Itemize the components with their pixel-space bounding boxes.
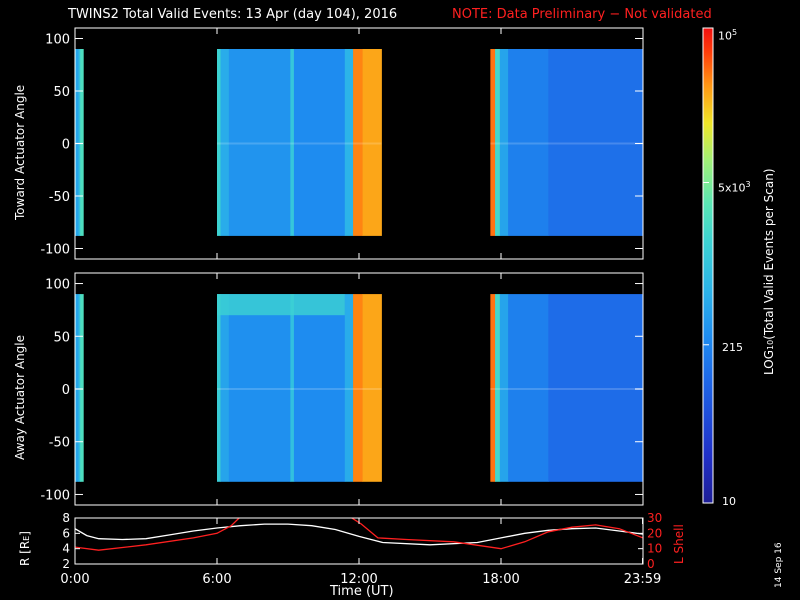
heatmap-segment-1-9 bbox=[344, 294, 354, 482]
ytick-label-0-0: 100 bbox=[45, 33, 70, 48]
x-tick-label-4: 23:59 bbox=[624, 572, 661, 587]
cbar-tick-1e5: 105 bbox=[718, 28, 738, 43]
heatmap-segment-0-2 bbox=[78, 49, 81, 236]
heatmap-segment-0-15 bbox=[508, 49, 549, 236]
cbar-tick-215: 215 bbox=[722, 341, 743, 354]
heatmap-segment-1-16 bbox=[548, 294, 644, 482]
ytick-label-0-3: -50 bbox=[49, 190, 70, 205]
orbit-ltick-label-1: 4 bbox=[62, 542, 70, 556]
ytick-label-0-1: 50 bbox=[53, 85, 70, 100]
heatmap-segment-1-15 bbox=[508, 294, 549, 482]
heatmap-segment-0-8 bbox=[293, 49, 346, 236]
toward-ylabel: Toward Actuator Angle bbox=[13, 84, 27, 220]
heatmap-segment-1-1 bbox=[76, 294, 79, 482]
orbit-rtick-label-2: 20 bbox=[647, 526, 662, 540]
heatmap-segment-1-12 bbox=[490, 294, 496, 482]
x-tick-label-1: 6:00 bbox=[202, 572, 231, 587]
orbit-ltick-label-0: 2 bbox=[62, 557, 70, 571]
heatmap-segment-1-14 bbox=[499, 294, 509, 482]
ytick-label-0-2: 0 bbox=[62, 138, 70, 153]
heatmap-segment-1-5 bbox=[220, 294, 230, 482]
heatmap-segment-1-0 bbox=[75, 294, 77, 482]
heatmap-segment-0-7 bbox=[290, 49, 295, 236]
orbit-ltick-label-2: 6 bbox=[62, 526, 70, 540]
orbit-rtick-label-1: 10 bbox=[647, 542, 662, 556]
heatmap-segment-1-13 bbox=[495, 294, 501, 482]
orbit-left-label: R [RE] bbox=[18, 531, 32, 566]
ytick-label-0-4: -100 bbox=[40, 243, 70, 258]
colorbar-label: LOG10(Total Valid Events per Scan) bbox=[762, 168, 776, 375]
heatmap-segment-1-3 bbox=[80, 294, 84, 482]
orbit-right-label: L Shell bbox=[672, 524, 686, 564]
heatmap-segment-1-2 bbox=[78, 294, 81, 482]
away-heatmap bbox=[75, 294, 644, 482]
orbit-series-left bbox=[75, 523, 643, 546]
heatmap-segment-1-10 bbox=[353, 294, 363, 482]
x-axis-label: Time (UT) bbox=[330, 584, 394, 599]
heatmap-segment-1-7 bbox=[290, 294, 295, 482]
x-tick-label-2: 12:00 bbox=[340, 572, 377, 587]
x-tick-label-0: 0:00 bbox=[60, 572, 89, 587]
ytick-label-1-1: 50 bbox=[53, 330, 70, 345]
heatmap-segment-1-8 bbox=[293, 294, 346, 482]
heatmap-segment-0-10 bbox=[353, 49, 363, 236]
cbar-tick-10: 10 bbox=[722, 495, 736, 508]
heatmap-segment-1-6 bbox=[228, 294, 291, 482]
enhanced-band bbox=[217, 294, 345, 316]
ytick-label-1-0: 100 bbox=[45, 278, 70, 293]
heatmap-segment-0-1 bbox=[76, 49, 79, 236]
x-tick-label-3: 18:00 bbox=[482, 572, 519, 587]
ytick-label-1-3: -50 bbox=[49, 436, 70, 451]
orbit-rtick-label-3: 30 bbox=[647, 511, 662, 525]
ytick-label-1-2: 0 bbox=[62, 383, 70, 398]
away-ylabel: Away Actuator Angle bbox=[13, 334, 27, 460]
ytick-label-1-4: -100 bbox=[40, 488, 70, 503]
preliminary-note: NOTE: Data Preliminary − Not validated bbox=[452, 7, 712, 22]
heatmap-segment-0-5 bbox=[220, 49, 230, 236]
cbar-tick-5e3: 5x103 bbox=[718, 180, 751, 195]
heatmap-segment-0-3 bbox=[80, 49, 84, 236]
heatmap-segment-1-11 bbox=[362, 294, 382, 482]
axes-frames: 100 50 0 -50 -100 100 50 0 -50 -100 bbox=[40, 27, 644, 506]
heatmap-segment-0-16 bbox=[548, 49, 644, 236]
colorbar bbox=[702, 27, 714, 504]
toward-heatmap bbox=[75, 49, 644, 236]
date-stamp: 14 Sep 16 bbox=[774, 542, 784, 588]
heatmap-segment-0-11 bbox=[362, 49, 382, 236]
heatmap-segment-0-12 bbox=[490, 49, 496, 236]
heatmap-segment-0-0 bbox=[75, 49, 77, 236]
heatmap-segment-1-4 bbox=[217, 294, 221, 482]
heatmap-segment-0-9 bbox=[344, 49, 354, 236]
colorbar-gradient bbox=[702, 27, 714, 504]
heatmap-segment-0-6 bbox=[228, 49, 291, 236]
orbit-frame bbox=[74, 517, 644, 565]
heatmap-segment-0-4 bbox=[217, 49, 221, 236]
heatmap-segment-0-13 bbox=[495, 49, 501, 236]
orbit-ltick-label-3: 8 bbox=[62, 511, 70, 525]
heatmap-segment-0-14 bbox=[499, 49, 509, 236]
orbit-series-right bbox=[75, 518, 643, 551]
plot-title: TWINS2 Total Valid Events: 13 Apr (day 1… bbox=[68, 7, 398, 22]
orbit-rtick-label-0: 0 bbox=[647, 557, 655, 571]
